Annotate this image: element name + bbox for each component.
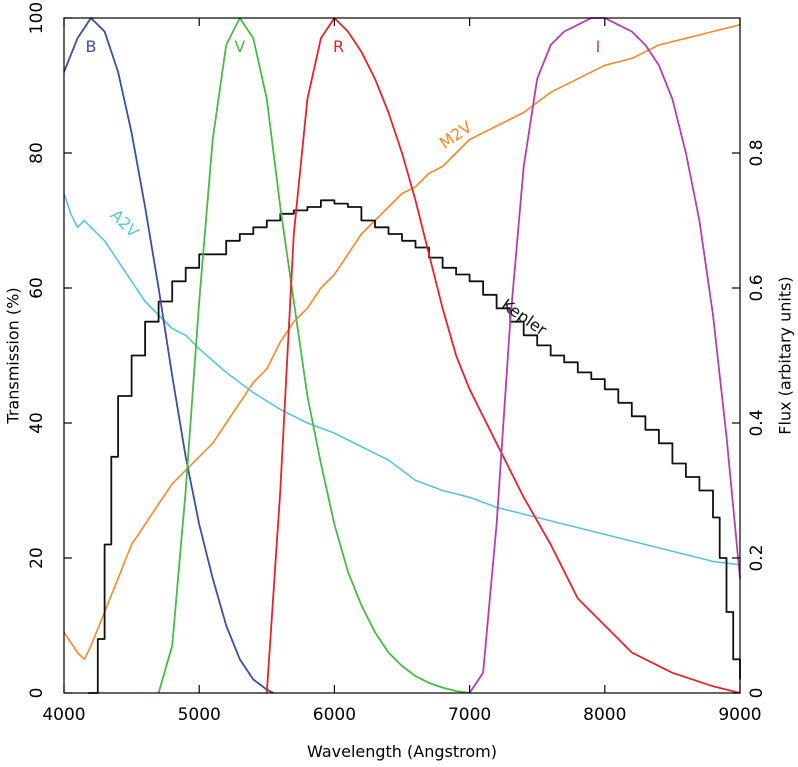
y-left-tick-label: 40 — [27, 412, 47, 434]
y-right-tick-label: 0.8 — [747, 139, 767, 166]
y-right-tick-label: 0.2 — [747, 544, 767, 571]
y-right-tick-label: 0 — [747, 688, 767, 699]
series-kepler-line — [88, 199, 741, 694]
y-right-axis-label: Flux (arbitary units) — [776, 276, 795, 434]
x-tick-label: 4000 — [42, 705, 85, 725]
y-left-tick-label: 60 — [27, 277, 47, 299]
y-left-tick-label: 0 — [27, 688, 47, 699]
series-a2v-line — [63, 193, 741, 566]
series-m2v-line — [63, 24, 741, 661]
series-r-line — [265, 17, 741, 694]
x-tick-label: 9000 — [718, 705, 761, 725]
x-tick-label: 5000 — [178, 705, 221, 725]
y-left-tick-label: 80 — [27, 142, 47, 164]
y-left-tick-label: 100 — [27, 2, 47, 34]
series-label-v: V — [234, 37, 245, 56]
y-right-tick-label: 0.6 — [747, 274, 767, 301]
series-b-line — [63, 17, 275, 694]
series-label-i: I — [596, 37, 601, 56]
y-left-axis-label: Transmission (%) — [4, 287, 23, 424]
x-tick-label: 7000 — [448, 705, 491, 725]
series-label-r: R — [333, 37, 344, 56]
plot-frame — [63, 17, 741, 694]
tick-layer: 4000 5000 6000 7000 8000 9000 0 20 40 60 80 100 0 0.2… — [27, 2, 767, 725]
y-left-tick-label: 20 — [27, 547, 47, 569]
x-tick-label: 8000 — [583, 705, 626, 725]
series-v-line — [157, 17, 470, 694]
series-layer — [63, 17, 741, 694]
y-right-tick-label: 0.4 — [747, 409, 767, 436]
x-tick-label: 6000 — [313, 705, 356, 725]
x-axis-label: Wavelength (Angstrom) — [307, 742, 497, 761]
series-label-b: B — [86, 37, 97, 56]
